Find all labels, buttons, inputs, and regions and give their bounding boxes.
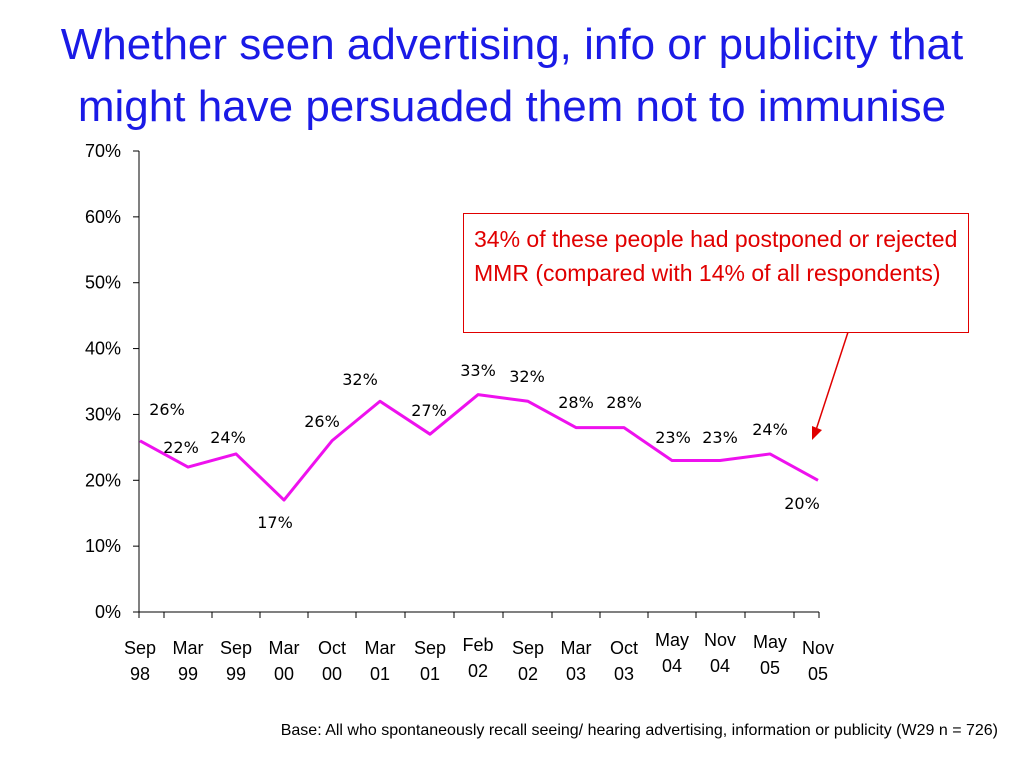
x-tick-label: 05 <box>760 658 780 678</box>
data-label: 23% <box>655 428 691 447</box>
x-tick-label: 02 <box>468 661 488 681</box>
y-tick-label: 50% <box>85 273 121 293</box>
x-tick-label: Sep <box>512 638 544 658</box>
x-tick-label: Sep <box>124 638 156 658</box>
data-label: 27% <box>411 401 447 420</box>
x-tick-label: Mar <box>561 638 592 658</box>
data-label: 32% <box>342 370 378 389</box>
y-tick-label: 20% <box>85 470 121 490</box>
x-tick-label: May <box>655 630 689 650</box>
series-line <box>139 393 819 502</box>
data-label: 26% <box>149 400 185 419</box>
data-label: 23% <box>702 428 738 447</box>
x-tick-label: 00 <box>322 664 342 684</box>
data-label: 32% <box>509 367 545 386</box>
data-label: 24% <box>210 428 246 447</box>
data-label: 33% <box>460 361 496 380</box>
x-tick-label: 99 <box>226 664 246 684</box>
chart-axes: 0% 10% 20% 30% 40% 50% 60% 70% Sep 98 Mar 99 Sep 99 Ma… <box>85 141 834 684</box>
chart-title: Whether seen advertising, info or public… <box>60 20 964 131</box>
arrow-shaft <box>815 322 852 431</box>
x-tick-label: Nov <box>802 638 834 658</box>
x-tick-label: Oct <box>318 638 346 658</box>
x-tick-label: Mar <box>173 638 204 658</box>
x-tick-label: Oct <box>610 638 638 658</box>
base-footnote: Base: All who spontaneously recall seein… <box>280 722 998 739</box>
x-tick-label: Sep <box>414 638 446 658</box>
data-label: 28% <box>558 393 594 412</box>
x-tick-label: Feb <box>462 635 493 655</box>
data-label: 26% <box>304 412 340 431</box>
x-tick-label: May <box>753 632 787 652</box>
x-tick-label: 98 <box>130 664 150 684</box>
data-label: 22% <box>163 438 199 457</box>
x-tick-label: Sep <box>220 638 252 658</box>
data-label: 24% <box>752 420 788 439</box>
annotation-arrow <box>812 322 852 440</box>
x-tick-label: 05 <box>808 664 828 684</box>
x-tick-label: Mar <box>269 638 300 658</box>
y-tick-label: 10% <box>85 536 121 556</box>
data-labels: 26% 22% 24% 17% 26% 32% 27% 33% 32% 28% 28% 23% 23% 2… <box>149 361 820 532</box>
y-tick-label: 40% <box>85 339 121 359</box>
x-tick-label: 00 <box>274 664 294 684</box>
y-tick-label: 70% <box>85 141 121 161</box>
series-polyline <box>139 393 819 502</box>
y-tick-label: 30% <box>85 404 121 424</box>
y-tick-label: 0% <box>95 602 121 622</box>
x-tick-label: 04 <box>662 656 682 676</box>
arrow-head <box>812 426 822 440</box>
x-tick-label: 01 <box>420 664 440 684</box>
x-tick-label: Nov <box>704 630 736 650</box>
annotation-box: 34% of these people had postponed or rej… <box>463 213 969 333</box>
x-tick-label: 99 <box>178 664 198 684</box>
x-tick-label: Mar <box>365 638 396 658</box>
x-tick-label: 03 <box>614 664 634 684</box>
x-tick-label: 02 <box>518 664 538 684</box>
y-tick-label: 60% <box>85 207 121 227</box>
x-tick-label: 03 <box>566 664 586 684</box>
data-label: 20% <box>784 494 820 513</box>
data-label: 17% <box>257 513 293 532</box>
data-label: 28% <box>606 393 642 412</box>
x-tick-label: 04 <box>710 656 730 676</box>
x-tick-label: 01 <box>370 664 390 684</box>
